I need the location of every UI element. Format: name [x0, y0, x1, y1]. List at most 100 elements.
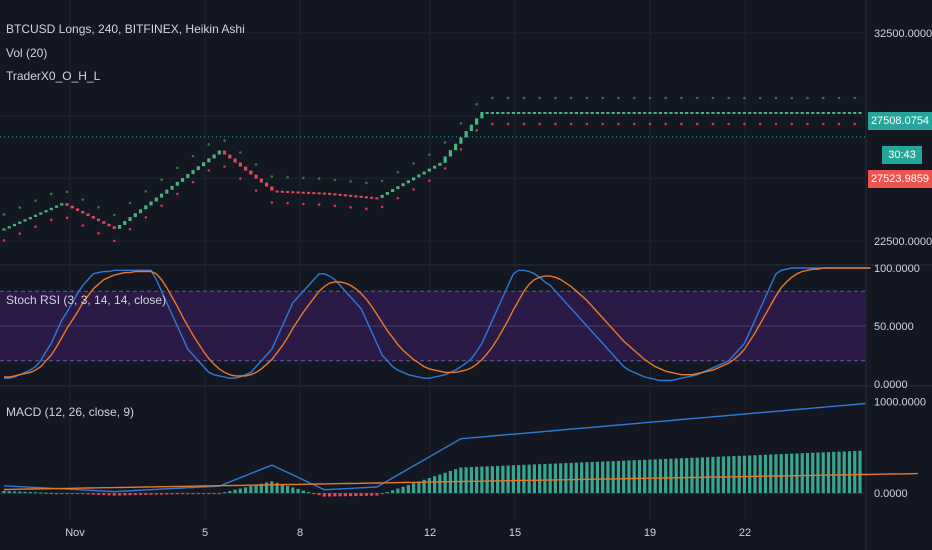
resistance-dot — [680, 96, 683, 100]
x-tick-label: 22 — [739, 527, 751, 539]
candle — [826, 112, 831, 114]
resistance-dot — [65, 190, 69, 194]
macd-histogram-bar — [117, 493, 122, 496]
support-dot — [239, 177, 242, 180]
macd-histogram-bar — [39, 492, 43, 494]
candle — [102, 221, 106, 224]
support-dot — [18, 232, 22, 235]
resistance-dot — [191, 154, 195, 158]
candle — [727, 112, 731, 114]
candle — [201, 162, 206, 167]
resistance-dot — [522, 96, 526, 100]
candle — [732, 112, 736, 114]
macd-histogram-bar — [7, 491, 11, 494]
macd-histogram-bar — [275, 482, 279, 494]
macd-histogram-bar — [769, 454, 773, 494]
macd-histogram-bar — [585, 462, 589, 494]
candle — [532, 112, 537, 114]
candle — [107, 223, 111, 227]
support-dot — [758, 122, 762, 126]
x-tick-label: 8 — [297, 527, 303, 539]
main-title: BTCUSD Longs, 240, BITFINEX, Heikin Ashi — [6, 22, 245, 36]
candle — [763, 112, 768, 114]
candle — [858, 112, 862, 114]
support-dot — [112, 239, 116, 243]
candle — [18, 221, 22, 224]
resistance-dot — [727, 96, 731, 100]
macd-histogram-bar — [679, 458, 684, 494]
candle — [54, 205, 59, 208]
macd-histogram-bar — [653, 459, 657, 494]
candle — [616, 112, 621, 114]
support-dot — [223, 165, 226, 168]
resistance-dot — [18, 206, 22, 209]
macd-histogram-bar — [33, 492, 38, 494]
macd-histogram-bar — [322, 493, 326, 497]
macd-histogram-bar — [138, 493, 143, 496]
macd-histogram-bar — [538, 464, 542, 494]
macd-histogram-bar — [81, 493, 85, 495]
macd-histogram-bar — [406, 485, 410, 494]
resistance-dot — [97, 205, 100, 209]
macd-histogram-bar — [401, 486, 405, 494]
resistance-dot — [491, 96, 494, 100]
macd-histogram-bar — [159, 493, 164, 495]
candle — [443, 156, 447, 163]
timer-badge: 30:43 — [882, 146, 922, 164]
support-dot — [727, 122, 731, 126]
support-dot — [774, 122, 778, 126]
candle — [853, 112, 857, 114]
candle — [191, 170, 195, 175]
macd-histogram-bar — [380, 493, 384, 495]
candle — [123, 221, 127, 225]
macd-histogram-bar — [285, 485, 290, 494]
macd-histogram-bar — [222, 492, 227, 494]
macd-histogram-bar — [333, 493, 337, 497]
candle — [821, 112, 825, 114]
resistance-dot — [223, 139, 226, 142]
macd-histogram-bar — [417, 481, 421, 494]
candle — [7, 226, 11, 229]
resistance-dot — [270, 175, 274, 178]
macd-histogram-bar — [217, 493, 221, 495]
candle — [679, 112, 684, 114]
candle — [758, 112, 762, 114]
candle — [664, 112, 668, 114]
candle — [711, 112, 715, 114]
support-dot — [2, 239, 6, 242]
resistance-dot — [695, 96, 699, 100]
last-price-badge: 27508.0754 — [868, 112, 932, 130]
candle — [658, 112, 663, 114]
candle — [779, 112, 783, 114]
candle — [196, 166, 200, 171]
macd-histogram-bar — [674, 458, 678, 494]
candle — [70, 205, 74, 209]
macd-histogram-bar — [412, 483, 416, 494]
candle — [669, 112, 673, 114]
candle — [275, 190, 279, 193]
resistance-dot — [34, 199, 37, 203]
resistance-dot — [112, 213, 116, 217]
support-dot — [333, 204, 337, 208]
macd-histogram-bar — [569, 462, 573, 494]
support-dot — [65, 216, 69, 220]
resistance-dot — [302, 176, 305, 180]
candle — [96, 218, 101, 222]
macd-histogram-bar — [853, 451, 857, 494]
support-dot — [475, 129, 478, 132]
x-tick-label: Nov — [65, 527, 85, 539]
macd-histogram-bar — [91, 493, 95, 495]
candle — [627, 112, 631, 114]
candle — [333, 193, 337, 196]
macd-histogram-bar — [475, 466, 479, 494]
resistance-dot — [144, 190, 148, 193]
candle — [280, 190, 284, 193]
candle — [427, 168, 431, 172]
resistance-dot — [853, 96, 857, 100]
support-dot — [617, 122, 620, 126]
candle — [653, 112, 657, 114]
candle — [296, 191, 300, 194]
resistance-dot — [774, 96, 778, 100]
x-tick-label: 5 — [202, 527, 208, 539]
